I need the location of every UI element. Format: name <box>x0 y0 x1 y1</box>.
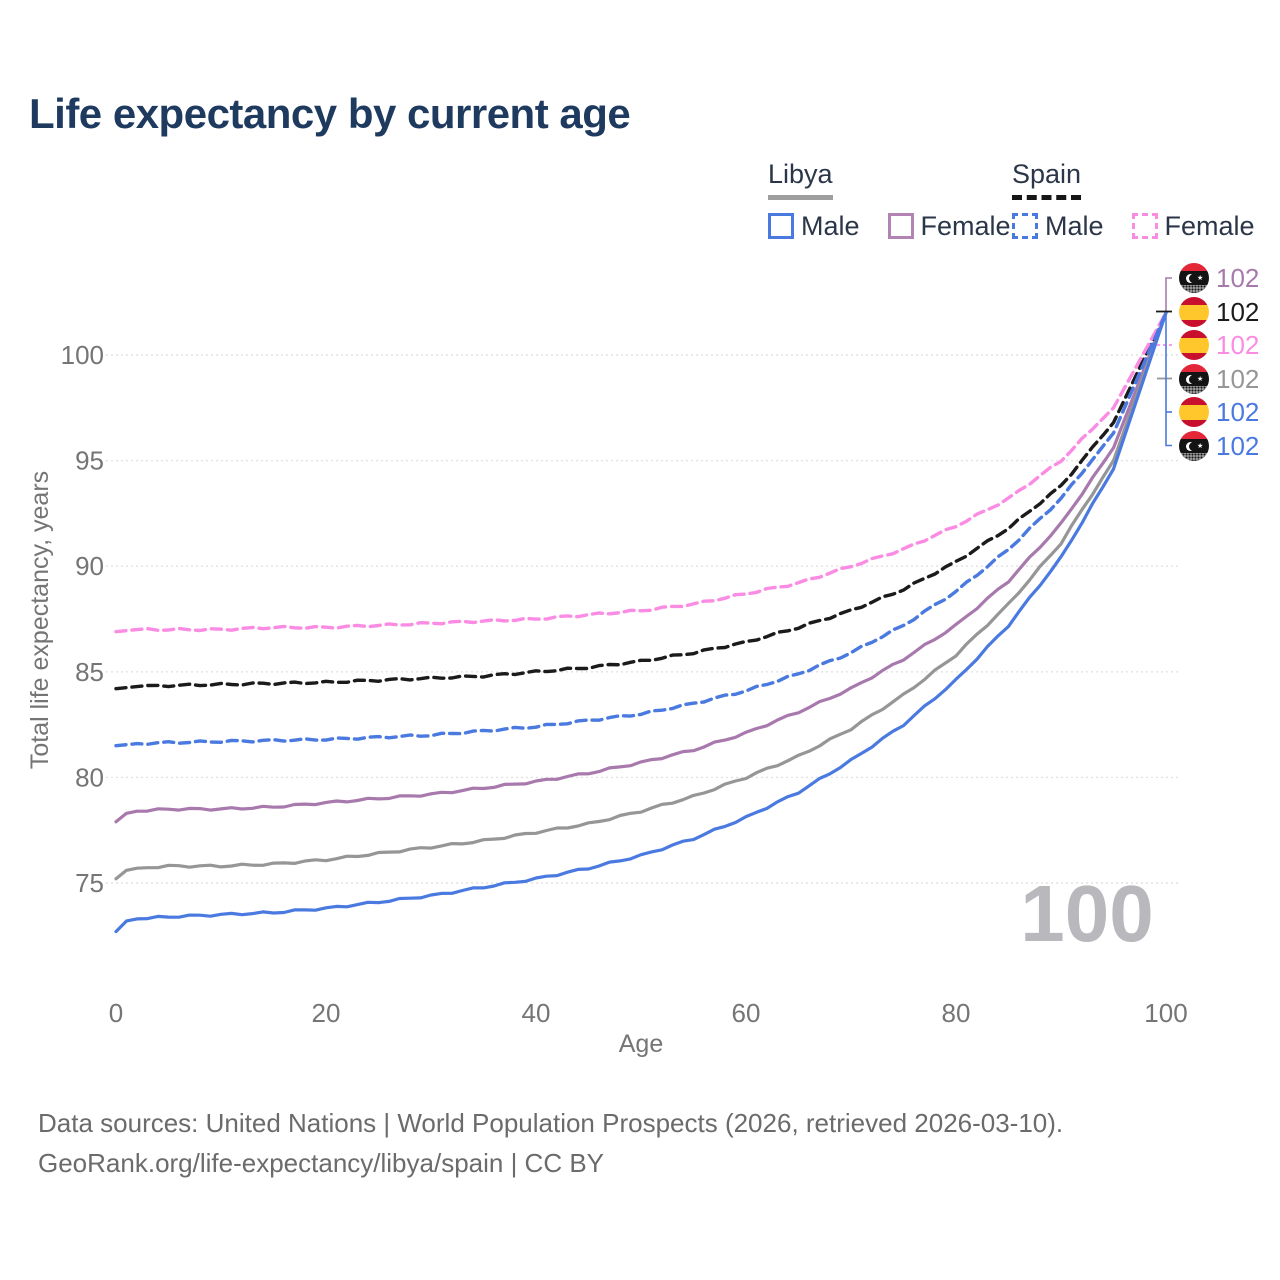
legend-label: Male <box>1045 210 1104 241</box>
data-sources-note: Data sources: United Nations | World Pop… <box>38 1108 1064 1138</box>
end-label-spain-female: 102 <box>1179 330 1259 360</box>
libya-flag-icon: ★ <box>1179 364 1209 394</box>
end-value: 102 <box>1216 364 1260 394</box>
libya-flag-icon: ★ <box>1179 431 1209 461</box>
end-label-spain-total: 102 <box>1179 297 1259 327</box>
series-line-spain-female[interactable] <box>114 311 1168 634</box>
x-tick-label: 20 <box>312 998 341 1028</box>
end-value: 102 <box>1216 431 1260 461</box>
libya-female-swatch <box>887 213 914 240</box>
end-value: 102 <box>1216 397 1260 427</box>
x-axis-tick-labels: 0 20 40 60 80 100 <box>109 998 1188 1028</box>
spain-female-swatch <box>1131 213 1158 240</box>
end-label-libya-male: ★ 102 <box>1179 431 1259 461</box>
spain-flag-icon <box>1179 297 1209 327</box>
series-line-libya-both-sexes-[interactable] <box>114 311 1168 881</box>
legend-group-spain: Spain Male Female <box>1012 159 1273 242</box>
x-tick-label: 40 <box>522 998 551 1028</box>
legend-group-libya: Libya Male Female <box>768 159 1029 242</box>
y-axis-title: Total life expectancy, years <box>26 471 54 769</box>
legend-item-libya-male[interactable]: Male <box>768 211 860 242</box>
series-lines <box>114 311 1168 934</box>
series-line-libya-male[interactable] <box>114 311 1168 934</box>
x-axis-title: Age <box>619 1030 663 1058</box>
leader-line <box>1165 277 1172 313</box>
end-value: 102 <box>1216 297 1260 327</box>
y-tick-label: 95 <box>75 446 104 476</box>
end-value: 102 <box>1216 263 1260 293</box>
age-marker-watermark: 100 <box>1020 869 1153 958</box>
spain-flag-icon <box>1179 330 1209 360</box>
x-tick-label: 0 <box>109 998 123 1028</box>
x-tick-label: 60 <box>732 998 761 1028</box>
y-tick-label: 90 <box>75 551 104 581</box>
libya-flag-icon: ★ <box>1179 263 1209 293</box>
y-axis-tick-labels: 75 80 85 90 95 100 <box>61 340 104 898</box>
end-label-spain-male: 102 <box>1179 397 1259 427</box>
leader-line <box>1165 312 1172 447</box>
legend-label: Male <box>801 210 860 241</box>
x-tick-label: 80 <box>942 998 971 1028</box>
spain-flag-icon <box>1179 397 1209 427</box>
legend-label: Female <box>1164 210 1255 241</box>
legend-country-spain[interactable]: Spain <box>1012 159 1082 200</box>
series-line-spain-male[interactable] <box>114 311 1168 748</box>
legend-label: Female <box>920 210 1011 241</box>
gridlines <box>106 354 1178 884</box>
legend-item-spain-male[interactable]: Male <box>1012 211 1104 242</box>
legend-item-libya-female[interactable]: Female <box>887 210 1011 242</box>
legend-item-spain-female[interactable]: Female <box>1131 210 1255 242</box>
x-tick-label: 100 <box>1144 998 1187 1028</box>
attribution-note: GeoRank.org/life-expectancy/libya/spain … <box>38 1148 605 1178</box>
series-line-spain-both-sexes-[interactable] <box>114 311 1168 691</box>
page-title: Life expectancy by current age <box>29 90 631 137</box>
libya-male-swatch <box>768 213 794 240</box>
y-tick-label: 75 <box>75 868 104 898</box>
leader-lines <box>1156 277 1172 447</box>
y-tick-label: 80 <box>75 762 104 792</box>
end-label-libya-total: ★ 102 <box>1179 364 1259 394</box>
series-line-libya-female[interactable] <box>114 311 1168 824</box>
end-value: 102 <box>1216 330 1260 360</box>
legend-country-libya[interactable]: Libya <box>768 159 833 200</box>
spain-male-swatch <box>1012 213 1038 240</box>
y-tick-label: 85 <box>75 657 104 687</box>
y-tick-label: 100 <box>61 340 104 370</box>
end-label-libya-female: ★ 102 <box>1179 263 1259 293</box>
